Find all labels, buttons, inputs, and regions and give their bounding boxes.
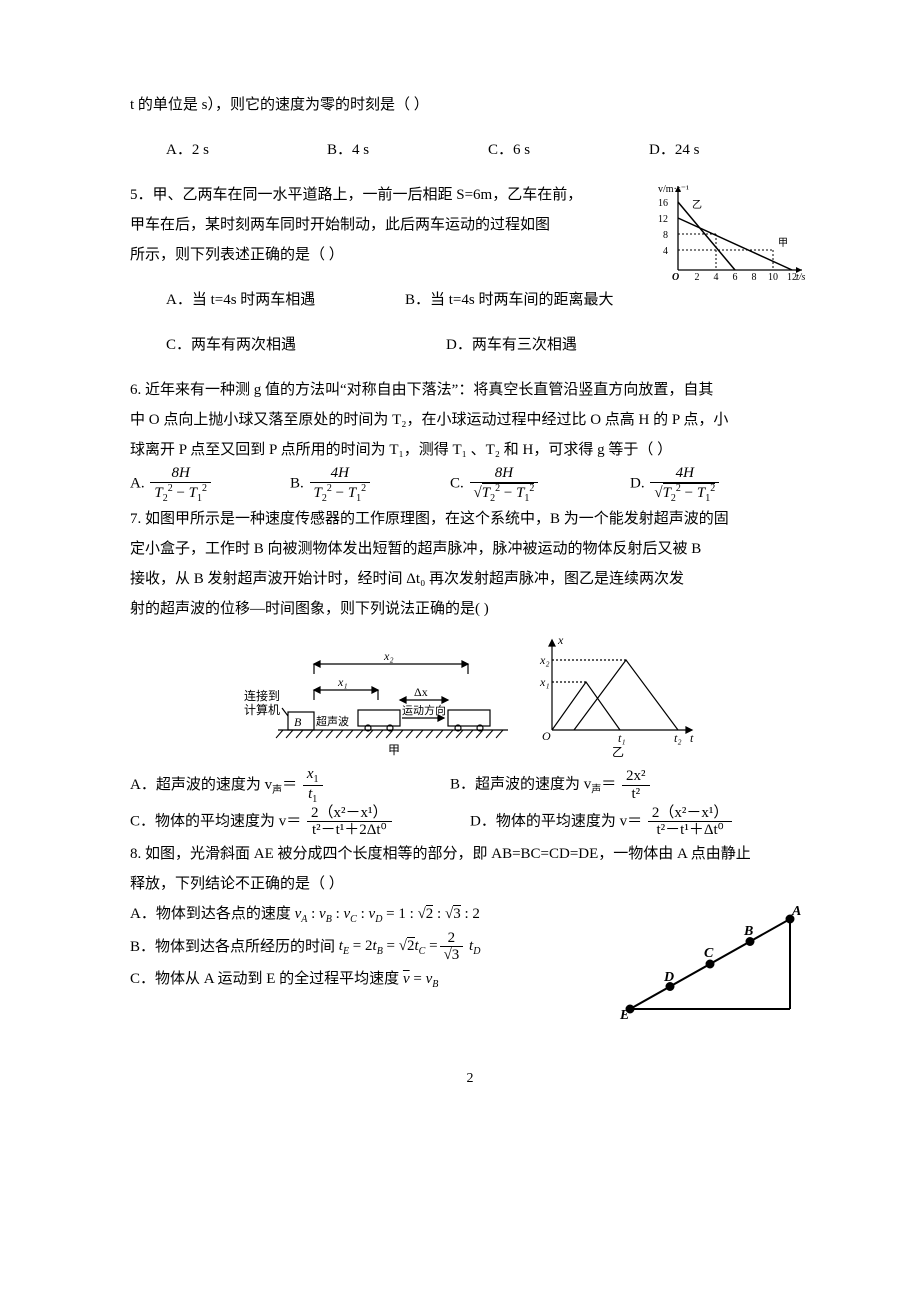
svg-text:乙: 乙: [692, 199, 702, 211]
q7-opts-ab: A．超声波的速度为 v声＝ x1t1 B．超声波的速度为 v声＝ 2x²t²: [130, 766, 810, 805]
q6-line2: 中 O 点向上抛小球又落至原处的时间为 T₂，在小球运动过程中经过比 O 点高 …: [130, 405, 810, 435]
q7-opt-d: D．物体的平均速度为 v＝ 2（x²－x¹）t²－t¹＋Δt⁰: [470, 805, 734, 839]
svg-text:O: O: [542, 729, 551, 743]
svg-text:x₂: x₂: [383, 649, 394, 663]
q7-opt-b: B．超声波的速度为 v声＝ 2x²t²: [450, 768, 652, 802]
svg-text:8: 8: [663, 230, 668, 241]
svg-text:x₁: x₁: [337, 675, 348, 689]
q8-line1: 8. 如图，光滑斜面 AE 被分成四个长度相等的部分，即 AB=BC=CD=DE…: [130, 839, 810, 869]
svg-text:B: B: [743, 924, 753, 939]
q7-line1: 7. 如图甲所示是一种速度传感器的工作原理图，在这个系统中，B 为一个能发射超声…: [130, 504, 810, 534]
svg-text:E: E: [619, 1008, 629, 1023]
svg-text:12: 12: [658, 214, 668, 225]
svg-text:8: 8: [752, 272, 757, 283]
q4-opt-b: B．4 s: [327, 135, 488, 165]
q6-line3: 球离开 P 点至又回到 P 点所用的时间为 T₁，测得 T₁ 、T₂ 和 H，可…: [130, 435, 810, 465]
q5: 4 8 12 16 2 4 6 8 10 12 O t/s v/m·s⁻¹: [130, 180, 810, 375]
svg-text:4: 4: [663, 246, 668, 257]
q7-fig-left: B 连接到 计算机 超声波 x₁: [238, 630, 518, 760]
q4-opt-d: D．24 s: [649, 135, 810, 165]
q5-opts-ab: A．当 t=4s 时两车相遇 B．当 t=4s 时两车间的距离最大: [166, 285, 644, 315]
q7-opts-cd: C．物体的平均速度为 v＝ 2（x²－x¹）t²－t¹＋2Δt⁰ D．物体的平均…: [130, 805, 810, 839]
q6: 6. 近年来有一种测 g 值的方法叫“对称自由下落法”：将真空长直管沿竖直方向放…: [130, 375, 810, 504]
svg-text:10: 10: [768, 272, 778, 283]
svg-text:连接到: 连接到: [244, 688, 280, 703]
svg-text:B: B: [294, 715, 302, 729]
q6-opt-c: C. 8H√T22 − T12: [450, 465, 630, 504]
svg-text:C: C: [704, 946, 714, 961]
svg-text:O: O: [672, 272, 679, 283]
svg-text:超声波: 超声波: [316, 714, 349, 728]
page-number: 2: [130, 1065, 810, 1093]
q6-opt-d: D. 4H√T22 − T12: [630, 465, 800, 504]
q4-opt-a: A．2 s: [166, 135, 327, 165]
svg-text:x₂: x₂: [539, 653, 550, 667]
q6-opt-b: B. 4HT22 − T12: [290, 465, 450, 504]
q6-opt-a: A. 8HT22 − T12: [130, 465, 290, 504]
q7-line2: 定小盒子，工作时 B 向被测物体发出短暂的超声脉冲，脉冲被运动的物体反射后又被 …: [130, 534, 810, 564]
svg-text:计算机: 计算机: [244, 702, 280, 717]
q8-line2: 释放，下列结论不正确的是（ ）: [130, 869, 810, 899]
q5-opt-c: C．两车有两次相遇: [166, 330, 446, 360]
svg-text:x₁: x₁: [539, 675, 550, 689]
q7-line3: 接收，从 B 发射超声波开始计时，经时间 Δt₀ 再次发射超声脉冲，图乙是连续两…: [130, 564, 810, 594]
q8-opt-b: B．物体到达各点所经历的时间 tE = 2tB = √2tC = 2√3 tD: [130, 930, 604, 964]
svg-text:t₂: t₂: [674, 731, 682, 745]
svg-text:运动方向: 运动方向: [402, 703, 446, 717]
svg-text:t₁: t₁: [618, 731, 626, 745]
q7-figures: B 连接到 计算机 超声波 x₁: [130, 630, 810, 760]
svg-text:D: D: [663, 970, 674, 985]
svg-text:t: t: [690, 731, 694, 745]
q5-opt-b: B．当 t=4s 时两车间的距离最大: [405, 285, 644, 315]
svg-text:x: x: [557, 633, 564, 647]
svg-text:4: 4: [714, 272, 719, 283]
svg-text:乙: 乙: [612, 745, 624, 759]
q7-opt-a: A．超声波的速度为 v声＝ x1t1: [130, 766, 450, 805]
svg-text:6: 6: [733, 272, 738, 283]
svg-text:A: A: [791, 904, 801, 919]
svg-text:16: 16: [658, 198, 668, 209]
svg-text:v/m·s⁻¹: v/m·s⁻¹: [658, 184, 689, 195]
q7-line4: 射的超声波的位移—时间图象，则下列说法正确的是( ): [130, 594, 810, 624]
q7-opt-c: C．物体的平均速度为 v＝ 2（x²－x¹）t²－t¹＋2Δt⁰: [130, 805, 470, 839]
q7-fig-right: O t x x₁ x₂ t₁ t₂ 乙: [522, 630, 702, 760]
q5-graph: 4 8 12 16 2 4 6 8 10 12 O t/s v/m·s⁻¹: [650, 180, 810, 290]
q8-fig: E D C B A: [610, 899, 810, 1029]
q5-opt-d: D．两车有三次相遇: [446, 330, 726, 360]
svg-text:Δx: Δx: [414, 685, 428, 699]
svg-text:t/s: t/s: [796, 272, 806, 283]
q8: 8. 如图，光滑斜面 AE 被分成四个长度相等的部分，即 AB=BC=CD=DE…: [130, 839, 810, 1029]
q6-line1: 6. 近年来有一种测 g 值的方法叫“对称自由下落法”：将真空长直管沿竖直方向放…: [130, 375, 810, 405]
q5-opts-cd: C．两车有两次相遇 D．两车有三次相遇: [166, 330, 810, 360]
svg-text:甲: 甲: [388, 743, 400, 757]
q6-options: A. 8HT22 − T12 B. 4HT22 − T12 C. 8H√T22 …: [130, 465, 810, 504]
q4-opt-c: C．6 s: [488, 135, 649, 165]
svg-text:2: 2: [695, 272, 700, 283]
q4-options: A．2 s B．4 s C．6 s D．24 s: [166, 135, 810, 165]
q7: 7. 如图甲所示是一种速度传感器的工作原理图，在这个系统中，B 为一个能发射超声…: [130, 504, 810, 839]
q5-opt-a: A．当 t=4s 时两车相遇: [166, 285, 405, 315]
svg-text:甲: 甲: [778, 238, 788, 249]
q4-tail-text: t 的单位是 s），则它的速度为零的时刻是（ ）: [130, 90, 810, 120]
